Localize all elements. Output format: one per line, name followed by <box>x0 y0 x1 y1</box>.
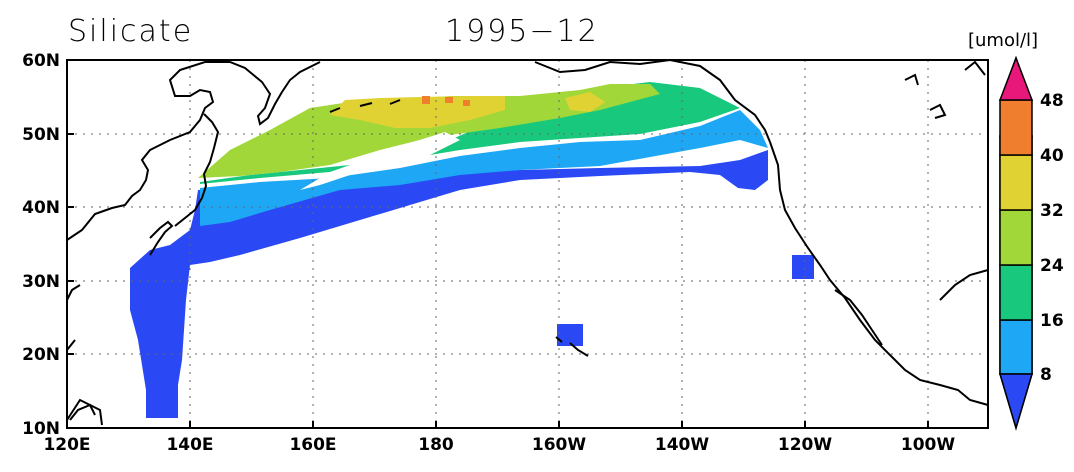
field-24-32 <box>198 84 660 178</box>
lon-tick-label: 100W <box>901 435 955 455</box>
colorbar-top-arrow-fill <box>998 55 1034 101</box>
field-40-48-b <box>445 97 453 103</box>
lon-tick-label: 180 <box>418 435 454 455</box>
coast-japan <box>174 113 220 227</box>
lat-tick-label: 40N <box>22 198 60 218</box>
coast-asia <box>66 61 321 241</box>
colorbar-label: 8 <box>1040 365 1052 385</box>
field-32-40 <box>330 96 505 128</box>
colorbar-label: 48 <box>1040 91 1064 111</box>
coast-gulf-california <box>834 289 883 346</box>
field-8-16 <box>200 110 768 226</box>
colorbar-label: 40 <box>1040 146 1064 166</box>
colorbar-segment-8-16-fill <box>999 319 1033 375</box>
map-title-date: 1995−12 <box>445 14 599 49</box>
lon-tick-label: 140W <box>655 435 709 455</box>
lat-ticks-marks <box>67 59 74 429</box>
colorbar-label: 32 <box>1040 201 1064 221</box>
colorbar-segment-24-32-fill <box>999 209 1033 266</box>
field-40-48-c <box>463 100 470 106</box>
colorbar-label: 24 <box>1040 256 1064 276</box>
coast-mexico-east <box>939 269 989 301</box>
map-frame <box>66 59 989 429</box>
field-below8-cal <box>792 255 814 279</box>
coast-korea <box>149 220 174 256</box>
lon-tick-label: 120W <box>778 435 832 455</box>
lat-tick-label: 60N <box>22 51 60 71</box>
colorbar-unit: [umol/l] <box>968 30 1039 51</box>
lat-tick-label: 30N <box>22 272 60 292</box>
coast-philippines <box>69 403 96 421</box>
colorbar-bottom-arrow-fill <box>998 373 1034 431</box>
field-32-40-b <box>565 92 605 112</box>
lat-tick-label: 50N <box>22 125 60 145</box>
lat-tick-label: 20N <box>22 345 60 365</box>
colorbar-segment-16-24-fill <box>999 264 1033 321</box>
coast-north-america <box>769 141 989 406</box>
coast-canada-islands <box>904 60 986 119</box>
coast-hawaii <box>555 336 589 357</box>
coast-alaska <box>534 58 771 143</box>
coastlines <box>66 58 989 426</box>
lat-tick-label: 10N <box>22 419 60 439</box>
lon-ticks-marks <box>66 421 929 428</box>
map-title-variable: Silicate <box>68 14 194 49</box>
silicate-field <box>130 82 814 418</box>
colorbar-label: 16 <box>1040 311 1064 331</box>
colorbar-segment-32-40-fill <box>999 154 1033 211</box>
field-40-48-a <box>422 96 430 104</box>
lon-tick-label: 140E <box>166 435 213 455</box>
lon-tick-label: 160W <box>532 435 586 455</box>
field-below8-hawaii <box>557 324 583 346</box>
coast-aleutians <box>329 99 401 113</box>
field-nodata-gap <box>300 132 460 190</box>
lon-tick-label: 120E <box>43 435 90 455</box>
colorbar-segment-40-48-fill <box>999 99 1033 156</box>
field-below8-main <box>130 150 768 418</box>
lon-tick-label: 160E <box>289 435 336 455</box>
